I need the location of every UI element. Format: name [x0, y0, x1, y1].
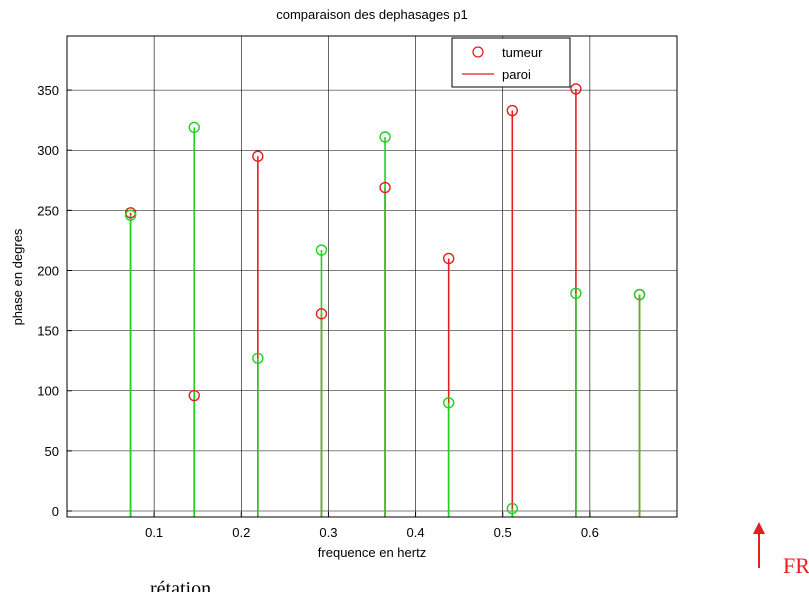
stems	[129, 88, 641, 517]
marker-paroi	[506, 502, 518, 515]
marker-tumeur	[188, 389, 200, 402]
marker-paroi	[315, 244, 328, 256]
y-ticks: 0 50 100 150 200 250 300 350	[37, 83, 72, 519]
y-tick-label: 50	[45, 444, 59, 459]
y-tick-label: 200	[37, 263, 59, 278]
marker-paroi	[633, 288, 646, 301]
legend-box	[451, 37, 571, 88]
plot-area	[66, 35, 678, 518]
marker-paroi	[442, 397, 455, 409]
marker-paroi	[124, 209, 137, 221]
marker-tumeur	[379, 181, 391, 194]
marker-paroi	[379, 131, 391, 143]
legend-tumeur-marker	[472, 46, 484, 58]
up-arrow-icon	[753, 522, 765, 568]
marker-paroi	[570, 287, 582, 300]
y-tick-label: 100	[37, 384, 59, 399]
x-ticks: 0.1 0.2 0.3 0.4 0.5 0.6	[145, 512, 599, 540]
grid-lines	[67, 36, 677, 517]
y-tick-label: 0	[52, 504, 59, 519]
x-tick-label: 0.5	[494, 525, 512, 540]
marker-paroi	[252, 352, 264, 364]
y-tick-label: 150	[37, 324, 59, 339]
legend-paroi-label: paroi	[502, 67, 531, 82]
x-tick-label: 0.3	[319, 525, 337, 540]
marker-paroi	[188, 121, 200, 134]
fr-label: FR	[783, 553, 809, 578]
y-axis-label: phase en degres	[10, 228, 25, 325]
marker-tumeur	[315, 308, 328, 320]
x-tick-label: 0.1	[145, 525, 163, 540]
marker-tumeur	[570, 83, 582, 95]
marker-tumeur	[252, 150, 264, 162]
x-tick-label: 0.2	[232, 525, 250, 540]
legend-tumeur-label: tumeur	[502, 45, 543, 60]
y-tick-label: 300	[37, 143, 59, 158]
markers	[124, 83, 646, 515]
legend: tumeur paroi	[451, 37, 571, 88]
y-tick-label: 350	[37, 83, 59, 98]
x-tick-label: 0.6	[581, 525, 599, 540]
y-tick-label: 250	[37, 203, 59, 218]
marker-tumeur	[506, 104, 518, 117]
x-tick-label: 0.4	[407, 525, 425, 540]
x-axis-label: frequence en hertz	[318, 545, 426, 560]
marker-tumeur	[442, 252, 455, 265]
bottom-clipped-text: rétation	[150, 578, 212, 592]
chart-title: comparaison des dephasages p1	[276, 7, 468, 22]
